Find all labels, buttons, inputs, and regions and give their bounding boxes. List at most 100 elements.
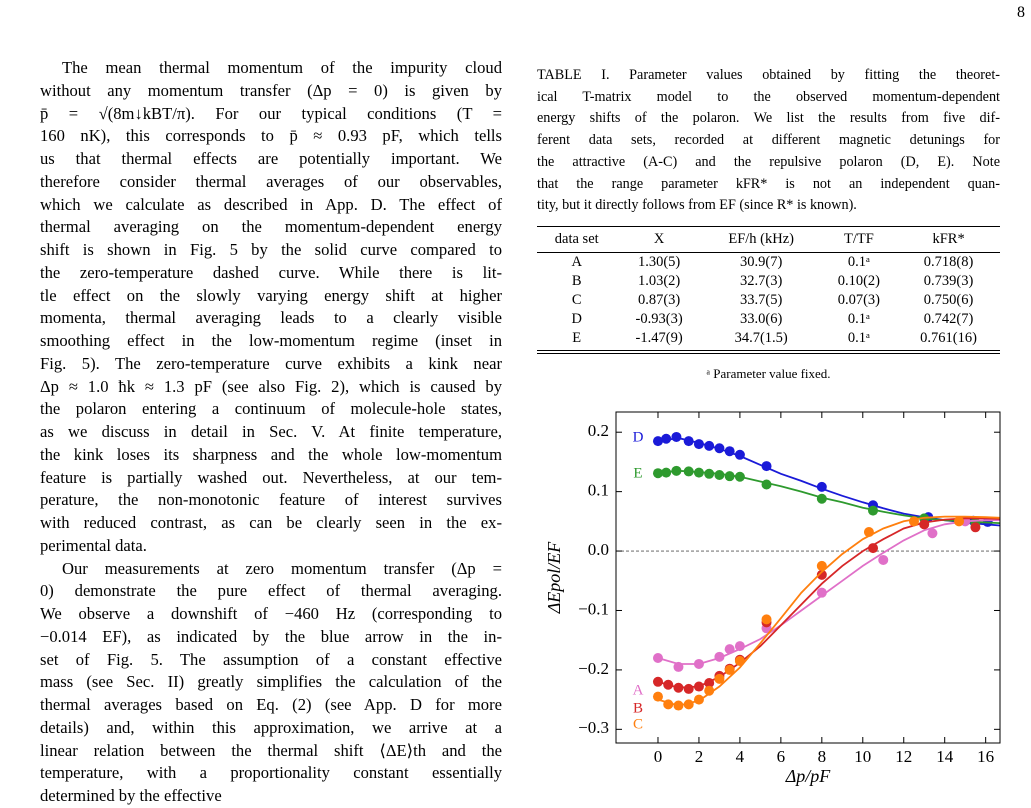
- header-cell: X: [653, 231, 665, 247]
- text-line: linear relation between the thermal shif…: [40, 740, 502, 760]
- text-line: therefore consider thermal averages of o…: [40, 171, 502, 191]
- caption-line: energy shifts of the polaron. We list th…: [537, 110, 1000, 127]
- table-cell: 0.10(2): [837, 273, 881, 289]
- y-axis-label: ΔEpol/EF: [544, 541, 564, 615]
- x-tick-label: 6: [777, 747, 786, 766]
- data-point: [663, 699, 674, 710]
- data-point: [927, 528, 938, 539]
- text-line: 160 nK), this corresponds to p̄ ≈ 0.93 p…: [40, 126, 502, 146]
- data-point: [724, 446, 735, 457]
- y-tick-label: −0.3: [578, 718, 609, 737]
- data-point: [671, 431, 682, 442]
- data-point: [652, 653, 663, 664]
- table-cell: 0.1ᵃ: [847, 254, 870, 270]
- data-point: [724, 664, 735, 675]
- table-cell: A: [571, 254, 582, 270]
- parameter-table: data set X EF/h (kHz) T/TF kFR* A 1.30(5) 30.9(…: [537, 226, 1000, 354]
- table-cell: D: [571, 311, 582, 327]
- plot-frame: [615, 411, 1001, 744]
- data-point: [673, 661, 684, 672]
- data-point: [724, 663, 735, 674]
- text-line: shift is shown in Fig. 5 by the solid cu…: [40, 240, 502, 259]
- fit-curve: [657, 519, 1000, 665]
- data-point: [693, 694, 704, 705]
- text-line: details) and, within this approximation,…: [40, 717, 502, 737]
- text-line: mass (see Sec. II) greatly simplifies th…: [40, 672, 502, 692]
- data-point: [734, 641, 745, 652]
- data-point: [734, 654, 745, 665]
- data-point: [683, 466, 694, 477]
- text-line: thermal averages based on Eq. (2) (see A…: [40, 695, 502, 714]
- data-point: [704, 685, 715, 696]
- data-point: [724, 471, 735, 482]
- x-axis-label: Δp/pF: [785, 766, 832, 786]
- table-cell: 0.1ᵃ: [847, 311, 870, 327]
- text-line: momenta, thermal averaging leads to a cl…: [40, 308, 502, 328]
- data-point: [960, 516, 971, 527]
- table-row: E -1.47(9) 34.7(1.5) 0.1ᵃ 0.761(16): [537, 329, 1000, 354]
- caption-line: ical T-matrix model to the observed mome…: [537, 88, 1000, 105]
- table-cell: 32.7(3): [740, 273, 783, 289]
- header-cell: EF/h (kHz): [728, 231, 794, 247]
- header-row: data set X EF/h (kHz) T/TF kFR*: [537, 226, 1000, 253]
- x-tick-label: 12: [895, 747, 912, 766]
- data-point: [761, 623, 772, 634]
- data-point: [704, 677, 715, 688]
- data-point: [868, 500, 879, 511]
- caption-line: tity, but it directly follows from EF (s…: [537, 197, 857, 214]
- data-point: [878, 554, 889, 565]
- data-point: [671, 465, 682, 476]
- data-point: [761, 461, 772, 472]
- body-text: The mean thermal momentum of the impurit…: [40, 57, 502, 808]
- data-point: [673, 700, 684, 711]
- data-point: [816, 587, 827, 598]
- page-number: 8: [1017, 4, 1025, 21]
- data-point: [970, 517, 981, 528]
- x-tick-label: 10: [854, 747, 871, 766]
- data-point: [816, 493, 827, 504]
- data-point: [761, 614, 772, 625]
- table-row: A 1.30(5) 30.9(7) 0.1ᵃ 0.718(8): [537, 253, 1000, 273]
- text-line: Our measurements at zero momentum transf…: [62, 558, 502, 578]
- table-cell: 0.718(8): [923, 254, 974, 270]
- data-point: [663, 679, 674, 690]
- text-line: Fig. 5). The zero-temperature curve exhi…: [40, 353, 502, 373]
- x-tick-label: 0: [654, 747, 663, 766]
- data-point: [661, 467, 672, 478]
- data-point: [816, 560, 827, 571]
- text-line: the zero-temperature dashed curve. While…: [40, 262, 502, 282]
- text-line: the kink loses its sharpness and the who…: [40, 444, 502, 464]
- series-label: B: [633, 700, 643, 716]
- data-point: [714, 651, 725, 662]
- table-cell: 33.7(5): [740, 292, 783, 308]
- text-line: us that thermal effects are potentially …: [40, 149, 502, 168]
- data-point: [734, 655, 745, 666]
- data-point: [652, 691, 663, 702]
- data-point: [816, 481, 827, 492]
- table-cell: -0.93(3): [635, 311, 683, 327]
- data-point: [863, 527, 874, 538]
- data-point: [919, 519, 930, 530]
- series-label: A: [633, 682, 644, 698]
- table-caption: TABLE I. Parameter values obtained by fi…: [537, 65, 1000, 217]
- text-line: which we calculate as described in App. …: [40, 194, 502, 214]
- data-point: [652, 676, 663, 687]
- table-cell: 0.739(3): [923, 273, 974, 289]
- data-point: [868, 543, 879, 554]
- y-tick-label: −0.1: [578, 599, 609, 618]
- data-point: [693, 439, 704, 450]
- data-point: [652, 468, 663, 479]
- text-line: perature, the non-monotonic feature of i…: [40, 490, 502, 510]
- data-point: [919, 513, 930, 524]
- data-point: [734, 449, 745, 460]
- text-line: determined by the effective: [40, 786, 222, 805]
- text-line: 0) demonstrate the pure effect of therma…: [40, 581, 502, 601]
- table-cell: 0.87(3): [637, 292, 681, 308]
- table-cell: 1.30(5): [637, 254, 681, 270]
- data-point: [704, 440, 715, 451]
- data-point: [970, 522, 981, 533]
- header-cell: data set: [554, 231, 599, 247]
- data-point: [714, 673, 725, 684]
- table-cell: 0.07(3): [837, 292, 881, 308]
